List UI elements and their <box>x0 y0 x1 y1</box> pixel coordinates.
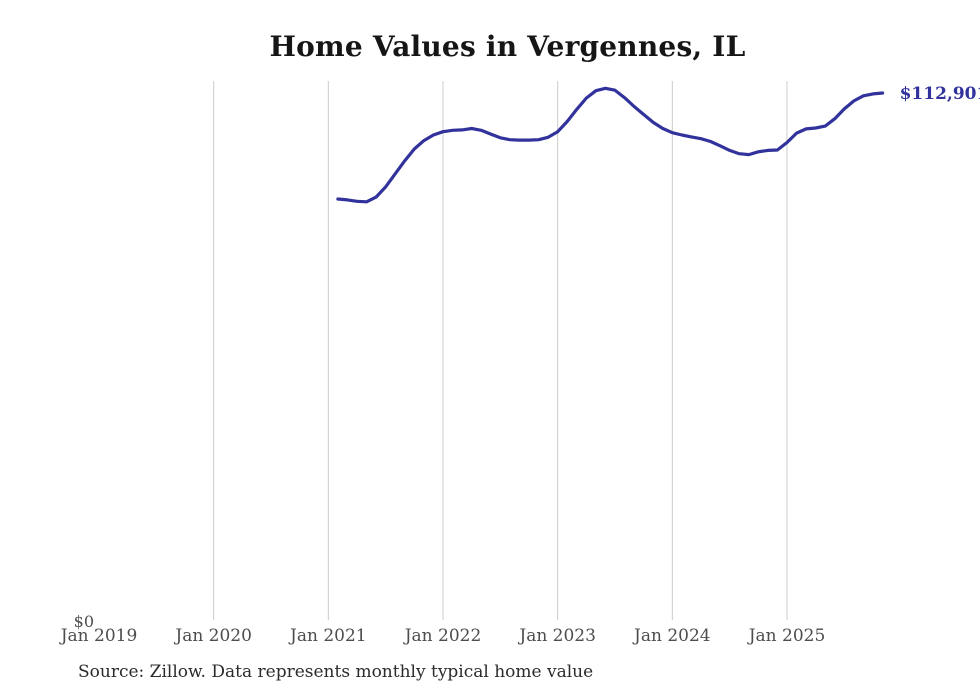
source-note: Source: Zillow. Data represents monthly … <box>78 662 594 682</box>
x-tick-jan-2021: Jan 2021 <box>288 626 367 646</box>
x-tick-jan-2020: Jan 2020 <box>173 626 252 646</box>
vertical-gridlines <box>213 81 788 620</box>
x-axis-tick-labels: Jan 2019 Jan 2020 Jan 2021 Jan 2022 Jan 2023… <box>59 626 826 646</box>
y-axis-zero-label: $0 <box>74 612 94 631</box>
end-value-label: $112,901 <box>900 84 980 104</box>
x-tick-jan-2019: Jan 2019 <box>59 626 138 646</box>
x-tick-jan-2023: Jan 2023 <box>517 626 596 646</box>
x-tick-jan-2024: Jan 2024 <box>632 626 711 646</box>
x-tick-jan-2022: Jan 2022 <box>403 626 482 646</box>
value-line-series <box>336 86 885 204</box>
x-tick-jan-2025: Jan 2025 <box>747 626 826 646</box>
chart-title: Home Values in Vergennes, IL <box>269 30 746 63</box>
